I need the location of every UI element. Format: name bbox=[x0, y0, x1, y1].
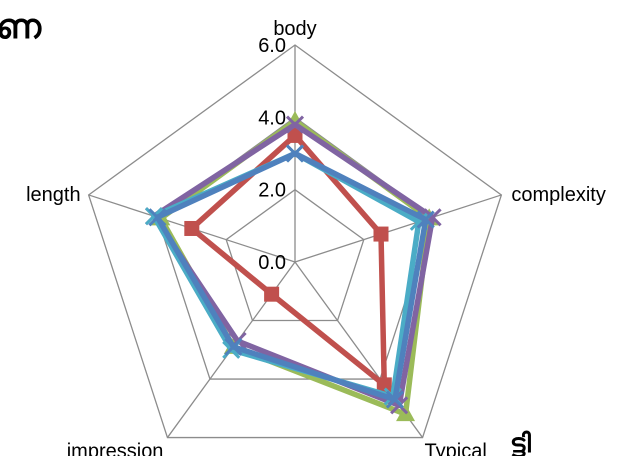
grid-ring-3 bbox=[87, 44, 503, 439]
data-point bbox=[285, 110, 305, 128]
data-point bbox=[285, 144, 305, 163]
radar-grid bbox=[87, 44, 503, 439]
grid-ring-1 bbox=[225, 188, 365, 322]
data-point bbox=[416, 210, 435, 229]
axis-label: Typical bbox=[425, 441, 487, 456]
data-point bbox=[224, 337, 243, 356]
axis-label: body bbox=[273, 18, 316, 40]
data-point bbox=[373, 226, 389, 242]
axis-label: impression bbox=[67, 441, 164, 456]
data-point bbox=[184, 220, 200, 236]
axis-label: complexity bbox=[511, 184, 605, 206]
spoke-1 bbox=[294, 194, 502, 263]
data-point bbox=[376, 377, 392, 393]
data-point bbox=[148, 208, 167, 227]
data-point bbox=[287, 127, 303, 143]
series-line bbox=[189, 132, 388, 388]
data-point bbox=[264, 286, 280, 302]
data-point bbox=[285, 115, 305, 134]
data-point bbox=[385, 390, 404, 409]
tick-label: 6.0 bbox=[258, 35, 286, 57]
axis-label: length bbox=[26, 184, 81, 206]
corner-text-bottom-right: ട്ടി bbox=[510, 429, 531, 456]
series-4 bbox=[148, 144, 435, 409]
corner-text-top-left: ണ bbox=[0, 7, 42, 47]
series-0 bbox=[184, 127, 392, 393]
tick-label: 0.0 bbox=[258, 252, 286, 274]
radar-series-layer bbox=[144, 110, 442, 422]
tick-label: 4.0 bbox=[258, 107, 286, 129]
series-line bbox=[154, 150, 429, 403]
tick-label: 2.0 bbox=[258, 180, 286, 202]
